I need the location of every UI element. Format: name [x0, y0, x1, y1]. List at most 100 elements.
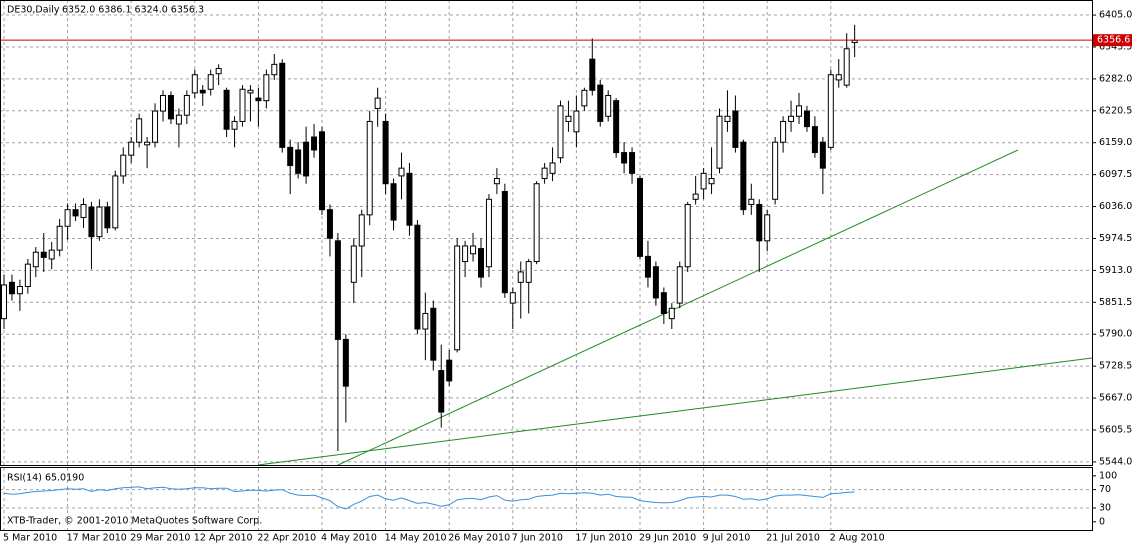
candle-body [40, 251, 47, 258]
candle-body [167, 94, 174, 120]
rsi-frame [0, 467, 1093, 531]
candle-body [557, 105, 564, 159]
candle-body [223, 89, 230, 130]
y-tick-label: 6343.5 [1099, 41, 1132, 52]
candle-body [430, 307, 437, 361]
candle-body [152, 110, 159, 143]
y-tick-label: 6036.0 [1099, 201, 1132, 212]
candle-body [112, 175, 119, 229]
x-tick-label: 5 Mar 2010 [3, 533, 57, 544]
candle-body [16, 285, 23, 295]
candle-body [231, 120, 238, 130]
candle-body [263, 74, 270, 102]
candle-body [803, 110, 810, 128]
x-tick-label: 22 Apr 2010 [257, 533, 316, 544]
candle-body [748, 198, 755, 205]
grid [0, 0, 1092, 531]
candle-body [104, 206, 111, 229]
y-tick-label: 6282.0 [1099, 73, 1132, 84]
candle-body [32, 251, 39, 268]
candle-body [207, 74, 214, 90]
candle-body [819, 141, 826, 169]
candle-body [700, 172, 707, 190]
candle-body [287, 146, 294, 167]
candle-body [589, 58, 596, 91]
candle-body [732, 110, 739, 148]
y-tick-label: 5913.0 [1099, 265, 1132, 276]
candle-body [501, 191, 508, 294]
candle-body [295, 149, 302, 174]
candle-body [406, 172, 413, 226]
candle-body [581, 89, 588, 107]
candle-body [48, 249, 55, 260]
candle-body [788, 115, 795, 122]
candle-body [660, 292, 667, 314]
candle-body [398, 167, 405, 177]
candle-body [708, 178, 715, 185]
candle-body [136, 118, 143, 143]
y-tick-label: 30 [1099, 503, 1111, 514]
y-tick-label: 100 [1099, 470, 1117, 481]
candle-body [366, 120, 373, 216]
candle-body [454, 245, 461, 351]
candle-body [756, 203, 763, 242]
x-tick-label: 2 Aug 2010 [830, 533, 885, 544]
y-tick-label: 5667.0 [1099, 393, 1132, 404]
candle-body [597, 84, 604, 122]
candle-body [772, 141, 779, 200]
candle-body [835, 74, 842, 81]
candle-body [811, 126, 818, 154]
candle-body [740, 141, 747, 211]
candle-body [422, 312, 429, 330]
price-label: 6356.6 [1097, 35, 1130, 46]
candle-body [533, 183, 540, 263]
candle-body [96, 206, 103, 238]
candle-body [493, 178, 500, 185]
candle-body [56, 225, 63, 251]
y-tick-label: 6405.0 [1099, 10, 1132, 21]
y-tick-label: 5974.5 [1099, 233, 1132, 244]
y-tick-label: 5544.0 [1099, 456, 1132, 467]
candle-body [478, 248, 484, 278]
x-tick-label: 12 Apr 2010 [194, 533, 253, 544]
candle-body [175, 114, 182, 125]
candle-body [271, 63, 278, 76]
candle-body [549, 162, 556, 174]
candle-body [144, 141, 151, 146]
candle-body [644, 255, 651, 278]
candle-body [573, 110, 580, 133]
candle-body [438, 370, 445, 413]
candle-body [303, 141, 310, 177]
rsi-line [3, 486, 855, 510]
candle-body [446, 359, 453, 382]
candle-body [247, 89, 254, 94]
candle-body [374, 97, 381, 109]
candle-body [72, 209, 79, 217]
candle-body [319, 131, 325, 211]
candle-body [120, 154, 127, 177]
rsi-title: RSI(14) 65.0190 [7, 473, 84, 484]
candle-body [183, 94, 190, 116]
y-tick-label: 6097.5 [1099, 169, 1132, 180]
candle-body [350, 245, 357, 283]
candle-body [541, 167, 548, 180]
candle-body [128, 141, 135, 156]
trend-line [257, 357, 1093, 466]
candle-body [843, 48, 850, 86]
candle-body [724, 115, 731, 122]
quote: 6352.0 6386.1 6324.0 6356.3 [62, 5, 204, 16]
symbol: DE30,Daily [7, 5, 60, 16]
price-label-box [1093, 34, 1132, 47]
candle-body [637, 178, 643, 257]
candle-body [342, 338, 349, 387]
candle-body [239, 88, 246, 122]
candle-body [199, 89, 206, 94]
x-tick-label: 4 May 2010 [321, 533, 377, 544]
x-tick-label: 21 Jul 2010 [766, 533, 820, 544]
candle-body [390, 183, 397, 221]
x-tick-label: 17 Mar 2010 [67, 533, 127, 544]
x-tick-label: 29 Mar 2010 [130, 533, 190, 544]
candle-body [1, 284, 7, 320]
